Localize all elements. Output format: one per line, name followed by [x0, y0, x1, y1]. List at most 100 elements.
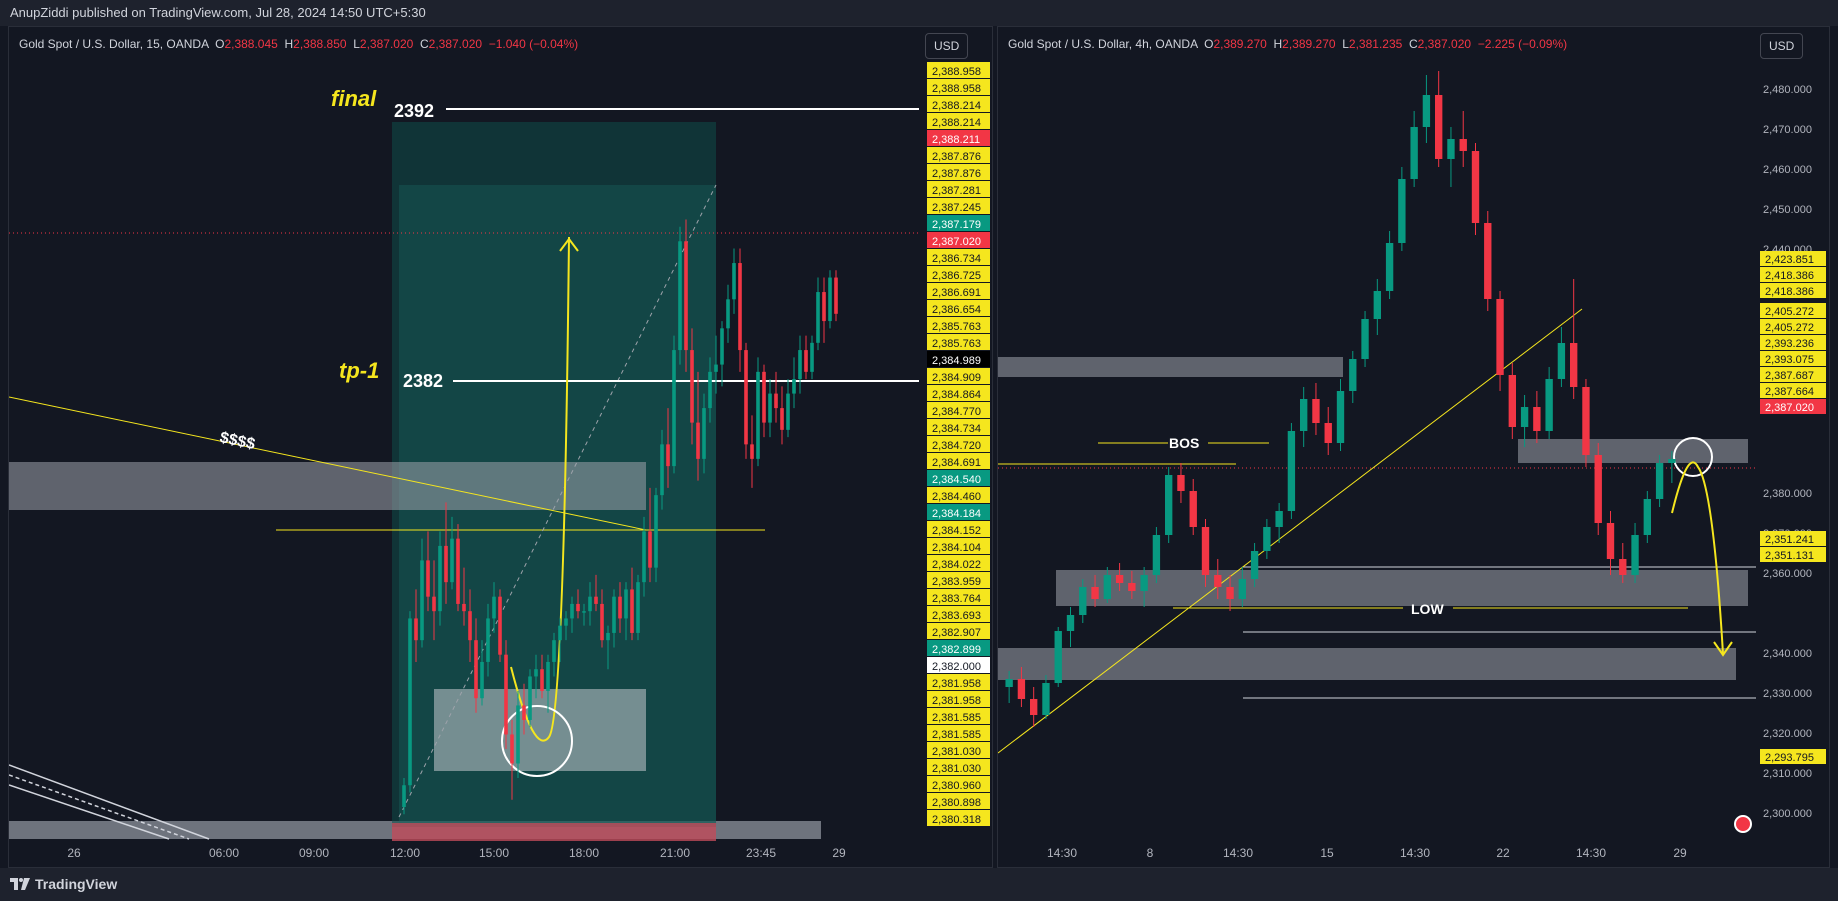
price-label: 2,382.907	[927, 623, 990, 639]
open-label: O	[215, 37, 225, 51]
x-tick-label: 26	[67, 846, 81, 860]
candle	[720, 321, 724, 387]
candle	[738, 248, 742, 372]
candle	[558, 618, 562, 662]
price-label-bg	[927, 283, 990, 299]
low-label: L	[1342, 37, 1349, 51]
candle-body	[744, 350, 748, 445]
position-diagonal	[398, 184, 717, 818]
currency-button-15m[interactable]: USD	[925, 33, 969, 59]
candle-body	[414, 618, 418, 641]
candle-body	[1496, 299, 1504, 375]
price-label-bg	[1760, 303, 1826, 318]
price-axis-4h[interactable]	[1758, 27, 1830, 868]
candle	[1349, 351, 1357, 403]
price-label-text: 2,380.898	[932, 797, 981, 809]
price-label-bg	[1760, 547, 1826, 562]
price-label-text: 2,387.020	[932, 236, 981, 248]
candle	[408, 611, 412, 793]
y-tick-label: 2,340.000	[1763, 648, 1812, 660]
time-axis-4h[interactable]: 14:30 8 14:30 15 14:30 22 14:30 29	[1047, 846, 1687, 860]
price-label: 2,386.725	[927, 266, 990, 282]
candle	[522, 683, 526, 735]
price-label-bg	[927, 147, 990, 163]
candle	[624, 582, 628, 641]
candle-body	[1091, 587, 1099, 599]
candle	[744, 342, 748, 459]
candle-body	[690, 350, 694, 423]
candle-body	[1312, 399, 1320, 423]
candle-body	[1042, 683, 1050, 715]
price-label-text: 2,384.104	[932, 542, 981, 554]
price-label-text: 2,387.664	[1765, 386, 1814, 398]
candle	[1054, 627, 1062, 687]
price-label: 2,384.460	[927, 487, 990, 503]
chart-15m-canvas[interactable]: final 2392 tp-1 2382 $$$$ 2,388.9582,388…	[9, 27, 993, 868]
x-tick-label: 14:30	[1223, 846, 1253, 860]
price-label-text: 2,385.763	[932, 321, 981, 333]
x-tick-label: 21:00	[660, 846, 690, 860]
candle-body	[720, 328, 724, 365]
candle-body	[612, 596, 616, 633]
candle	[480, 640, 484, 706]
candle	[702, 393, 706, 474]
candle	[528, 669, 532, 728]
us-flag-icon[interactable]	[1734, 815, 1752, 833]
candle	[1422, 75, 1431, 143]
chart-15m-panel[interactable]: final 2392 tp-1 2382 $$$$ 2,388.958 2,388…	[8, 26, 993, 868]
candle	[708, 357, 712, 423]
price-label-bg	[1760, 367, 1826, 382]
supply-zone	[9, 462, 646, 510]
projection-path	[510, 236, 570, 742]
tradingview-logo[interactable]: TradingView	[10, 876, 117, 892]
candle	[1189, 479, 1197, 535]
candle	[1643, 491, 1651, 543]
candle-body	[1189, 491, 1197, 527]
candle-body	[1079, 587, 1087, 615]
y-tick-label: 2,360.000	[1763, 568, 1812, 580]
resistance-zone	[998, 357, 1343, 377]
legend-4h: Gold Spot / U.S. Dollar, 4h, OANDA O2,38…	[1008, 37, 1567, 51]
candle-body	[1226, 587, 1234, 599]
price-label: 2,387.281	[927, 181, 990, 197]
price-label-bg	[927, 810, 990, 826]
price-label-bg	[927, 623, 990, 639]
high-value: 2,389.270	[1282, 37, 1336, 51]
chart-4h-panel[interactable]: BOS LOW 2,480.000 2,470.000 2,460.000 2,450…	[997, 26, 1830, 868]
candle	[1582, 379, 1590, 467]
candle	[1631, 523, 1639, 583]
price-label-bg	[1760, 531, 1826, 546]
candle	[546, 654, 550, 713]
candle-body	[1643, 499, 1651, 535]
currency-button-4h[interactable]: USD	[1760, 33, 1804, 59]
candle	[1091, 575, 1099, 607]
price-label-bg	[927, 708, 990, 724]
candle	[732, 248, 736, 314]
candle	[1300, 387, 1308, 447]
price-label-text: 2,386.725	[932, 270, 981, 282]
candle	[1066, 607, 1075, 647]
x-tick-label: 18:00	[569, 846, 599, 860]
price-label: 2,388.958	[927, 62, 990, 78]
price-label-text: 2,293.795	[1765, 752, 1814, 764]
candle-body	[426, 560, 430, 597]
chart-4h-canvas[interactable]: BOS LOW 2,480.000 2,470.000 2,460.000 2,450…	[998, 27, 1830, 868]
price-labels-15m: 2,388.958 2,388.958 2,388.214 2,388.214 2,38…	[927, 62, 990, 826]
price-label-text: 2,384.720	[932, 440, 981, 452]
price-label-text: 2,380.318	[932, 814, 981, 826]
candle-body	[1177, 475, 1185, 491]
change-value: −2.225 (−0.09%)	[1477, 37, 1568, 51]
candle-body	[1336, 391, 1345, 443]
price-label-bg	[1760, 267, 1826, 282]
candle	[630, 567, 634, 641]
price-label: 2,381.030	[927, 759, 990, 775]
price-label: 2,381.958	[927, 691, 990, 707]
close-label: C	[1408, 37, 1418, 51]
candle	[1655, 455, 1664, 507]
candle-body	[462, 603, 466, 612]
candle	[1017, 667, 1026, 707]
time-axis-15m[interactable]: 26 06:00 09:00 12:00 15:00 18:00 21:00 23:45 29	[67, 846, 846, 860]
candle-body	[450, 538, 454, 583]
candle	[504, 640, 508, 749]
change-value: −1.040 (−0.04%)	[488, 37, 579, 51]
